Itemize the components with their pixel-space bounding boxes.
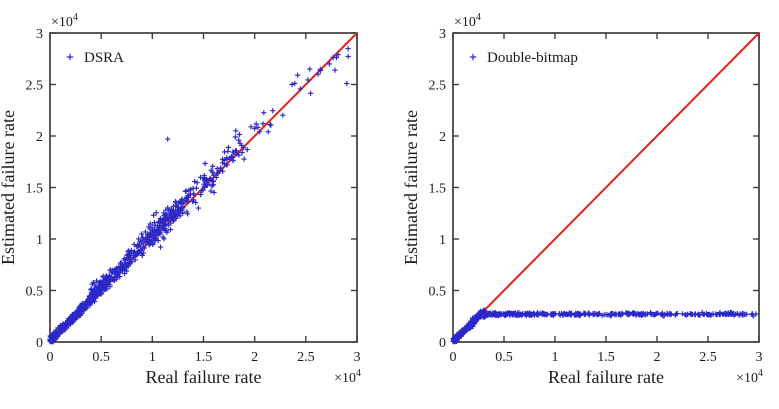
y-tick-label-left: 2 [36, 130, 43, 145]
x-tick-label-left: 1.5 [195, 350, 213, 365]
x-tick-label-left: 0 [47, 350, 54, 365]
y-tick-label-left: 1.5 [26, 182, 44, 197]
y-axis-exponent-right: ×104 [454, 12, 481, 30]
y-tick-label-left: 2.5 [26, 79, 44, 94]
y-tick-label-right: 0 [439, 336, 446, 351]
legend-label-right: Double-bitmap [487, 50, 578, 66]
identity-line-right [452, 32, 760, 343]
y-tick-label-right: 2 [439, 130, 446, 145]
scatter-series-right [450, 307, 759, 345]
y-axis-exponent-left: ×104 [51, 12, 78, 30]
y-tick-label-left: 1 [36, 233, 43, 248]
x-axis-label-left: Real failure rate [146, 367, 262, 387]
x-tick-label-right: 1.5 [597, 350, 615, 365]
x-axis-exponent-left: ×104 [334, 368, 361, 386]
x-tick-label-left: 2 [251, 350, 258, 365]
x-tick-label-left: 2.5 [297, 350, 315, 365]
y-tick-label-left: 0 [36, 336, 43, 351]
scatter-series-left [47, 46, 351, 345]
legend-marker-right [469, 53, 477, 61]
y-tick-label-right: 0.5 [429, 285, 447, 300]
y-tick-label-right: 1.5 [429, 182, 447, 197]
y-tick-label-left: 0.5 [26, 285, 44, 300]
x-tick-label-right: 0.5 [495, 350, 513, 365]
legend-label-left: DSRA [84, 50, 124, 66]
y-tick-label-right: 1 [439, 233, 446, 248]
y-axis-label-left: Estimated failure rate [0, 110, 18, 265]
x-tick-label-left: 1 [149, 350, 156, 365]
y-axis-label-right: Estimated failure rate [401, 110, 421, 265]
x-tick-label-right: 1 [552, 350, 559, 365]
x-tick-label-right: 3 [756, 350, 763, 365]
x-tick-label-right: 2.5 [699, 350, 717, 365]
legend-marker-left [66, 53, 74, 61]
x-axis-label-right: Real failure rate [548, 367, 664, 387]
y-tick-label-right: 2.5 [429, 79, 447, 94]
x-tick-label-right: 2 [654, 350, 661, 365]
x-tick-label-right: 0 [450, 350, 457, 365]
y-tick-label-left: 3 [36, 27, 43, 42]
x-tick-label-left: 3 [354, 350, 361, 365]
y-tick-label-right: 3 [439, 27, 446, 42]
x-axis-exponent-right: ×104 [736, 368, 763, 386]
x-tick-label-left: 0.5 [92, 350, 110, 365]
